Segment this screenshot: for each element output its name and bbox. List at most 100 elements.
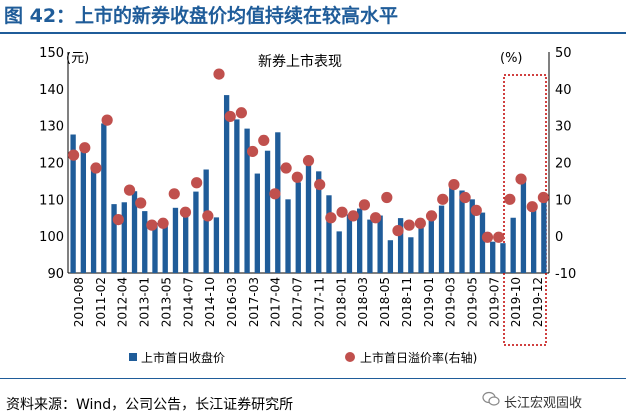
bar — [70, 134, 76, 273]
premium-dot — [67, 149, 80, 161]
dot-series — [67, 68, 550, 243]
bar — [326, 195, 332, 273]
bar — [152, 222, 158, 273]
bar — [142, 211, 148, 273]
left-tick-label: 120 — [39, 157, 64, 172]
bar — [469, 199, 475, 273]
bar — [357, 208, 363, 273]
bar — [449, 184, 455, 273]
x-tick-label: 2018-01 — [334, 277, 348, 327]
premium-dot — [202, 210, 214, 222]
bar — [520, 179, 527, 273]
premium-dot — [325, 212, 337, 224]
bar — [295, 182, 301, 273]
premium-dot — [470, 204, 482, 216]
x-tick-label: 2011-02 — [94, 277, 108, 327]
premium-dot — [392, 225, 404, 237]
premium-dot — [258, 134, 270, 146]
premium-dot — [537, 191, 550, 204]
bar — [479, 212, 486, 273]
right-tick-label: 0 — [555, 230, 563, 245]
figure-title: 图 42：上市的新券收盘价均值持续在较高水平 — [4, 5, 399, 27]
x-tick-label: 2010-08 — [72, 277, 86, 327]
premium-dot — [481, 231, 494, 243]
premium-dot — [459, 191, 471, 204]
bar — [377, 215, 383, 273]
bar — [223, 95, 230, 273]
bar — [408, 237, 414, 273]
x-tick-label: 2013-01 — [138, 277, 152, 327]
premium-dot — [179, 206, 192, 218]
x-tick-label: 2017-07 — [291, 277, 305, 327]
bar — [121, 202, 127, 273]
premium-dot — [437, 193, 449, 205]
legend: 上市首日收盘价 上市首日溢价率(右轴) — [129, 350, 477, 365]
bar — [459, 190, 465, 273]
left-tick-label: 90 — [47, 267, 64, 282]
bar — [172, 207, 179, 273]
x-tick-label: 2018-05 — [378, 277, 392, 327]
premium-dot — [291, 171, 303, 183]
y2-axis-label: (%) — [500, 51, 523, 66]
left-tick-labels: 90 100 110 120 130 140 150 — [39, 46, 64, 282]
legend-dot-swatch — [345, 352, 355, 362]
premium-dot — [146, 219, 158, 231]
x-tick-label: 2019-07 — [487, 277, 501, 327]
x-tick-label: 2019-03 — [444, 277, 458, 327]
title-rule — [0, 32, 626, 34]
right-tick-label: 10 — [555, 193, 572, 208]
premium-dot — [191, 177, 203, 189]
bar-series — [70, 95, 547, 273]
premium-dot — [302, 155, 315, 167]
premium-dot — [314, 179, 326, 191]
bar — [193, 191, 199, 273]
x-tick-label: 2017-11 — [312, 277, 326, 327]
premium-dot — [224, 110, 236, 123]
left-tick-label: 140 — [39, 83, 64, 98]
left-tick-label: 130 — [39, 120, 64, 135]
bar — [101, 123, 107, 273]
x-tick-label: 2019-12 — [531, 277, 545, 327]
x-tick-label: 2012-04 — [116, 277, 130, 327]
bar — [346, 214, 353, 273]
brand-label: 长江宏观固收 — [504, 396, 583, 411]
legend-bar-label: 上市首日收盘价 — [141, 350, 225, 365]
bar — [162, 221, 168, 273]
premium-dot — [90, 162, 102, 174]
x-tick-label: 2014-10 — [203, 277, 217, 327]
premium-dot — [101, 114, 113, 126]
bar — [90, 169, 97, 273]
footer-rule — [0, 378, 626, 379]
right-tick-labels: -10 0 10 20 30 40 50 — [555, 46, 576, 282]
premium-dot — [448, 179, 460, 191]
x-tick-label: 2014-07 — [181, 277, 195, 327]
bar — [234, 119, 240, 273]
premium-dot — [370, 212, 382, 224]
premium-dot — [526, 201, 538, 213]
right-tick-label: -10 — [555, 267, 576, 282]
legend-bar-swatch — [129, 353, 137, 361]
premium-dot — [504, 193, 516, 205]
bar — [387, 240, 394, 273]
premium-dot — [280, 162, 292, 174]
bar — [285, 199, 291, 273]
bar — [418, 227, 424, 273]
premium-dot — [168, 188, 180, 200]
x-tick-label: 2017-03 — [247, 277, 261, 327]
bar — [438, 205, 445, 273]
x-tick-label: 2018-03 — [356, 277, 370, 327]
x-tick-labels: 2010-08 2011-02 2012-04 2013-01 2013-05 2014-… — [72, 277, 545, 327]
premium-dot — [79, 142, 91, 154]
bar — [500, 243, 506, 273]
x-tick-label: 2016-03 — [225, 277, 239, 327]
bar — [541, 197, 547, 273]
chart-title: 新券上市表现 — [258, 53, 342, 70]
bar — [490, 241, 496, 273]
premium-dot — [425, 210, 438, 222]
premium-dot — [213, 68, 225, 80]
x-tick-label: 2019-01 — [422, 277, 436, 327]
bar — [264, 150, 271, 273]
premium-dot — [358, 199, 371, 211]
premium-dot — [112, 213, 124, 226]
